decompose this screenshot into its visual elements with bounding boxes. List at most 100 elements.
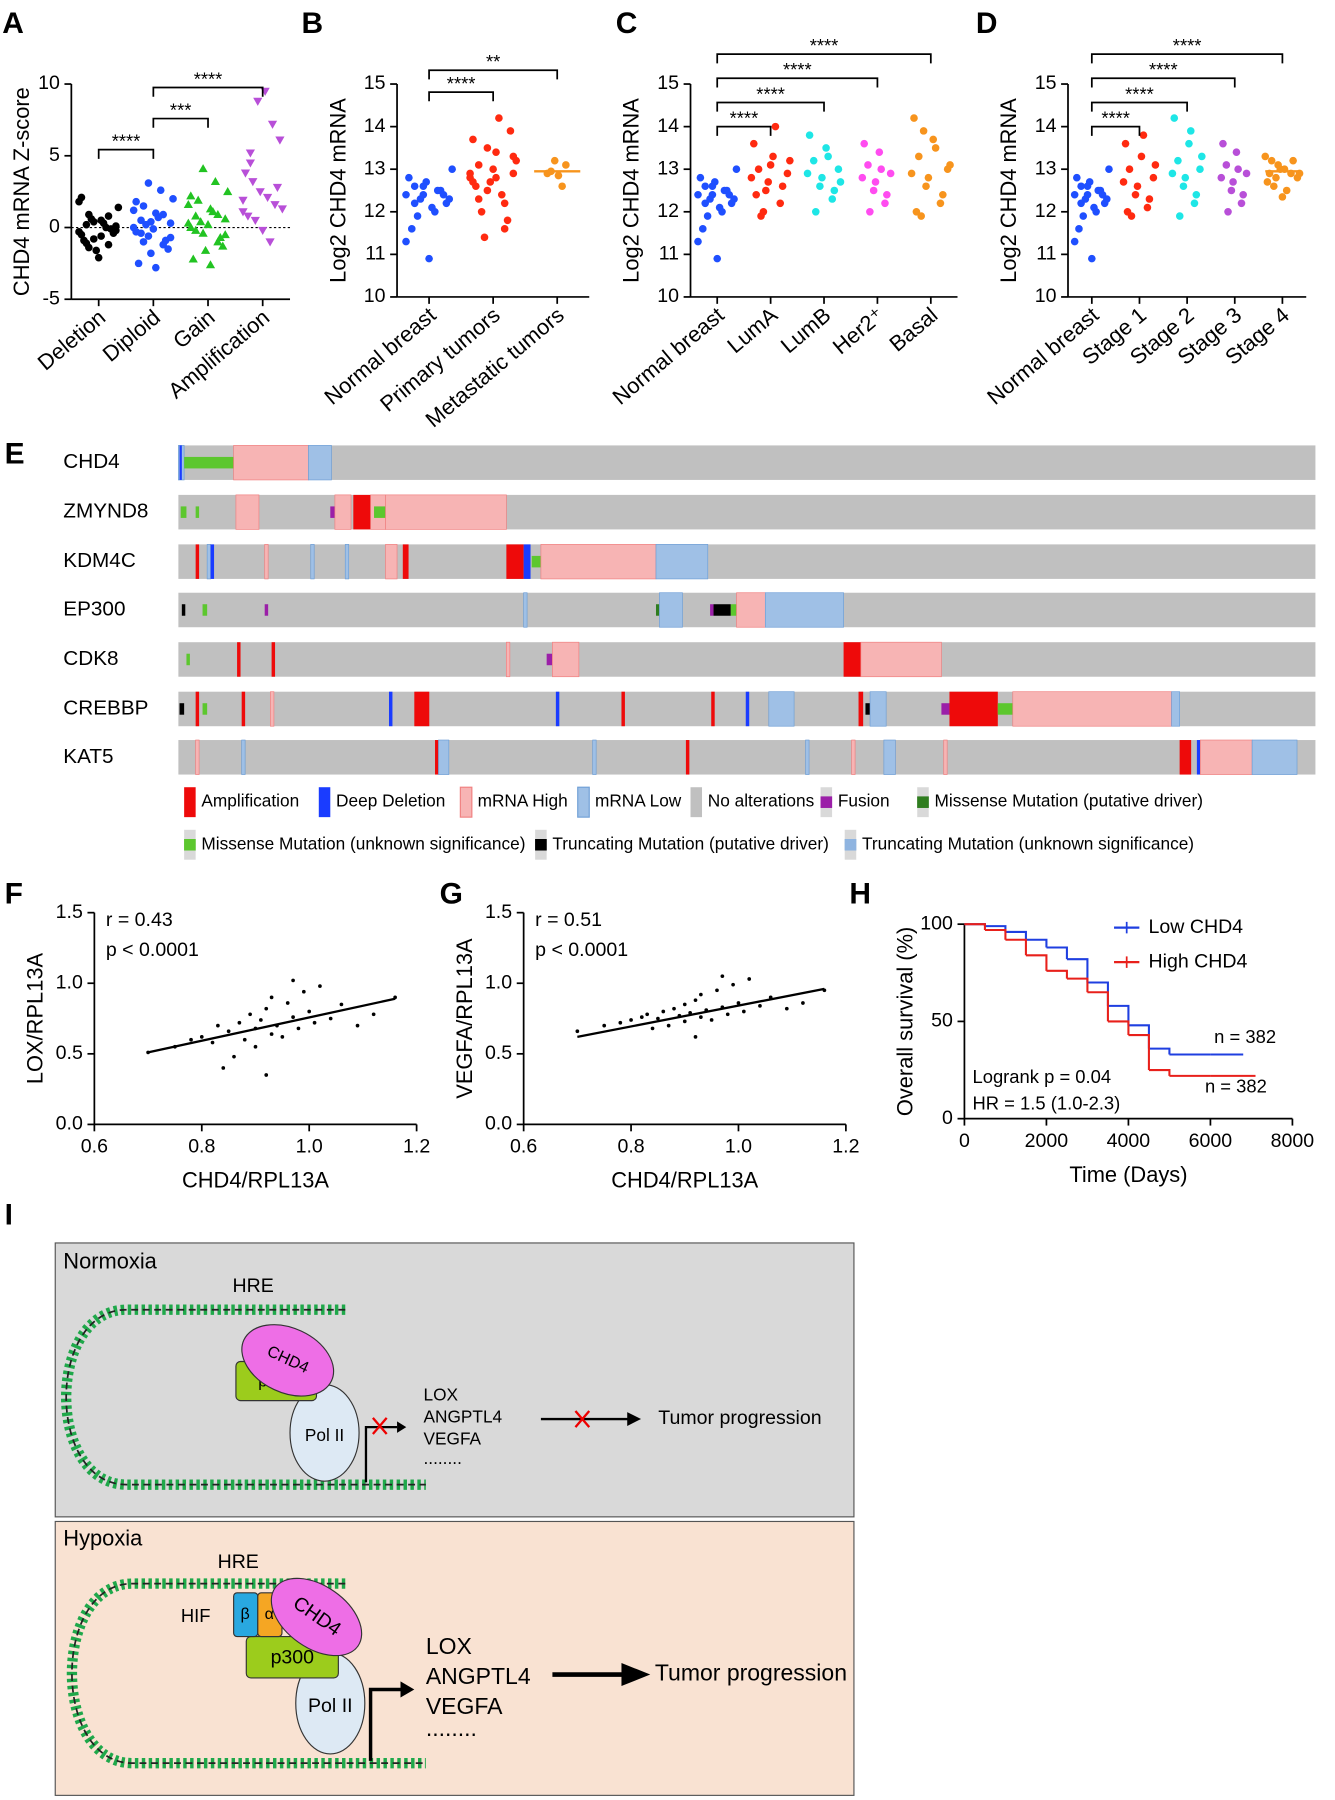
alteration xyxy=(202,604,208,616)
alteration xyxy=(353,494,371,530)
significance-label: **** xyxy=(783,59,812,80)
alteration xyxy=(621,691,625,727)
alteration xyxy=(435,740,439,775)
track xyxy=(178,544,1316,579)
point xyxy=(1092,207,1100,216)
point xyxy=(307,1009,312,1014)
point xyxy=(771,122,780,131)
point xyxy=(809,156,818,165)
point xyxy=(715,988,719,993)
point xyxy=(183,199,193,209)
alteration xyxy=(764,592,844,628)
significance-label: ** xyxy=(486,51,500,72)
point xyxy=(759,207,768,216)
gene-label: VEGFA xyxy=(426,1693,503,1719)
panel-label: D xyxy=(976,7,998,40)
y-axis-title: Log2 CHD4 mRNA xyxy=(996,98,1021,283)
significance-bracket xyxy=(716,77,879,88)
p300-label: p300 xyxy=(271,1647,315,1669)
x-tick-label: 4000 xyxy=(1107,1130,1151,1152)
x-tick-label: Amplification xyxy=(163,304,274,403)
point xyxy=(864,161,872,169)
point xyxy=(89,217,98,226)
point xyxy=(500,225,509,233)
alteration xyxy=(414,691,430,727)
point xyxy=(1267,156,1276,165)
point xyxy=(264,1073,269,1077)
legend-swatch xyxy=(844,839,857,851)
point xyxy=(818,173,826,182)
x-tick-label: Her2⁺ xyxy=(828,302,889,359)
point xyxy=(1289,156,1297,165)
point xyxy=(936,199,945,208)
alteration xyxy=(374,506,386,518)
point xyxy=(129,206,138,215)
alteration xyxy=(264,544,269,580)
point xyxy=(312,1020,317,1025)
y-tick-label: 50 xyxy=(931,1010,953,1032)
point xyxy=(147,249,155,258)
point xyxy=(489,165,497,174)
point xyxy=(199,1035,204,1039)
significance-label: **** xyxy=(194,68,223,89)
point xyxy=(237,1020,242,1025)
point xyxy=(1272,173,1280,182)
hypoxia-box xyxy=(54,1520,855,1796)
x-tick-label: 0 xyxy=(959,1130,970,1152)
point xyxy=(645,1012,650,1017)
alteration xyxy=(851,739,856,775)
point xyxy=(269,1032,274,1036)
alteration xyxy=(843,642,861,677)
point xyxy=(836,178,845,186)
survival-step xyxy=(984,928,1007,940)
point xyxy=(509,169,518,178)
gene-label: CREBBP xyxy=(63,696,148,719)
point xyxy=(562,161,570,169)
alteration xyxy=(186,653,190,666)
point xyxy=(272,183,283,192)
point xyxy=(497,190,506,199)
y-tick-label: 0 xyxy=(49,216,60,238)
x-tick-label: 1.0 xyxy=(296,1136,323,1158)
point xyxy=(699,992,703,997)
point xyxy=(822,144,830,152)
significance-label: **** xyxy=(1149,59,1178,80)
point xyxy=(1278,193,1287,201)
y-tick-label: 1.5 xyxy=(485,901,512,923)
y-tick-label: 1.0 xyxy=(56,971,83,993)
point xyxy=(694,190,702,199)
y-tick-label: 10 xyxy=(657,285,679,307)
survival-step xyxy=(1046,946,1068,960)
hre-label: HRE xyxy=(233,1275,274,1297)
significance-label: **** xyxy=(756,83,785,104)
y-axis-title: VEGFA/RPL13A xyxy=(452,938,477,1099)
point xyxy=(210,1040,215,1045)
point xyxy=(248,178,258,187)
point xyxy=(474,195,483,203)
y-tick-label: 10 xyxy=(1035,285,1057,307)
y-tick-label: 13 xyxy=(657,157,679,179)
point xyxy=(1190,199,1199,208)
legend-label: No alterations xyxy=(708,791,814,811)
point xyxy=(218,241,228,250)
alteration xyxy=(805,739,810,775)
point xyxy=(731,982,735,987)
alteration xyxy=(555,691,560,727)
point xyxy=(919,127,928,135)
alteration xyxy=(271,642,276,677)
point xyxy=(858,173,867,182)
y-tick-label: 12 xyxy=(1035,200,1057,222)
point xyxy=(1219,139,1227,148)
point xyxy=(558,182,566,191)
hre-label: HRE xyxy=(218,1551,259,1573)
block-mark xyxy=(372,1417,388,1435)
point xyxy=(929,135,938,144)
panel-label: F xyxy=(5,877,23,910)
y-axis-title: Log2 CHD4 mRNA xyxy=(325,98,350,283)
alteration xyxy=(869,691,887,727)
survival-step xyxy=(1107,1004,1130,1026)
legend-swatch xyxy=(917,796,929,808)
x-tick-label: 0.8 xyxy=(188,1136,215,1158)
panel-label: G xyxy=(440,877,463,910)
alteration xyxy=(943,739,948,775)
